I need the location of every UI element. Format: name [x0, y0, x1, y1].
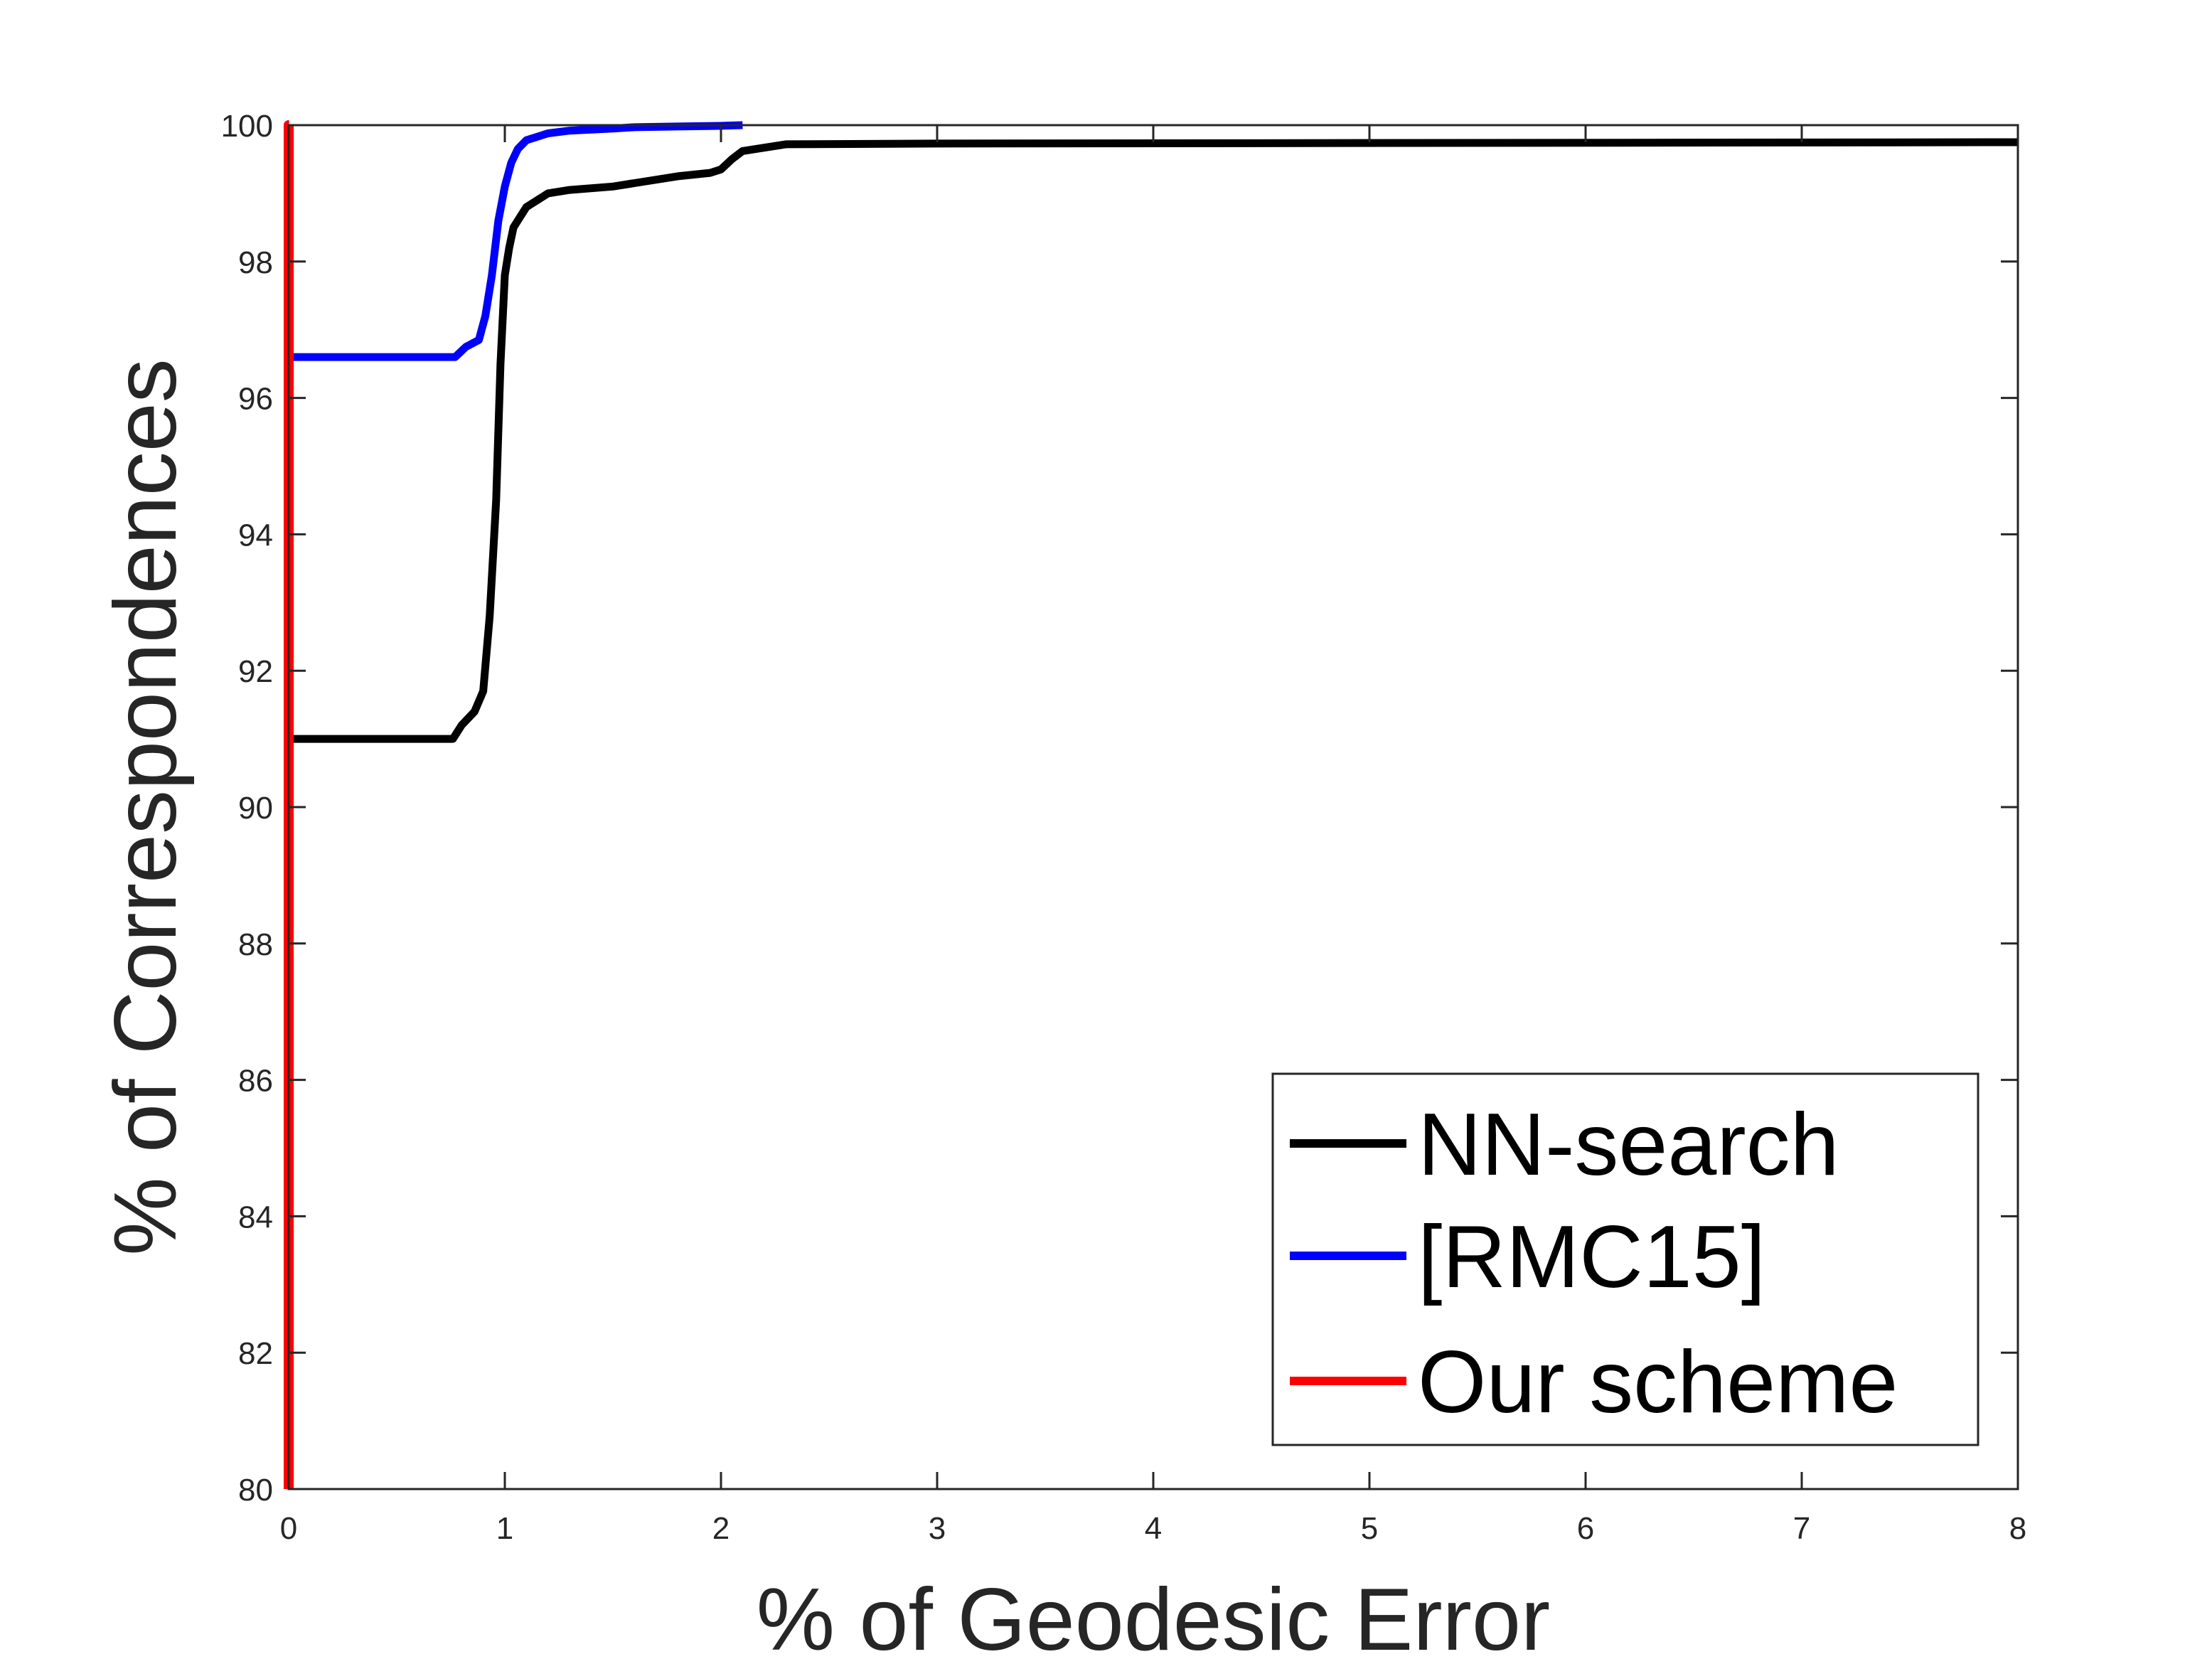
axis-ticks: [287, 124, 2019, 1490]
x-tick-label: 7: [1793, 1511, 1810, 1546]
x-tick-label: 5: [1361, 1511, 1378, 1546]
y-tick-label: 88: [238, 927, 273, 962]
x-tick-label: 0: [280, 1511, 297, 1546]
legend-label: NN-search: [1418, 1096, 1839, 1194]
legend: NN-search [RMC15] Our scheme: [1271, 1072, 1979, 1446]
x-axis-title: % of Geodesic Error: [757, 1571, 1550, 1659]
x-tick-label: 1: [496, 1511, 513, 1546]
x-tick-label: 8: [2009, 1511, 2026, 1546]
legend-label: Our scheme: [1418, 1333, 1898, 1431]
y-tick-label: 100: [221, 109, 273, 144]
y-tick-label: 80: [238, 1473, 273, 1508]
series-line-rmc15: [289, 121, 743, 361]
x-tick-label: 3: [929, 1511, 946, 1546]
x-tick-label: 6: [1577, 1511, 1594, 1546]
y-tick-label: 82: [238, 1336, 273, 1371]
y-tick-label: 92: [238, 654, 273, 689]
y-tick-label: 94: [238, 518, 273, 553]
series-line-nn-search: [289, 138, 2019, 743]
y-tick-label: 98: [238, 245, 273, 280]
y-tick-label: 90: [238, 791, 273, 826]
legend-label: [RMC15]: [1418, 1208, 1765, 1306]
y-axis-title: % of Correspondences: [97, 358, 195, 1255]
y-tick-label: 84: [238, 1200, 273, 1234]
x-tick-label: 4: [1145, 1511, 1162, 1546]
y-tick-label: 96: [238, 382, 273, 417]
x-tick-label: 2: [712, 1511, 730, 1546]
y-tick-label: 86: [238, 1064, 273, 1099]
